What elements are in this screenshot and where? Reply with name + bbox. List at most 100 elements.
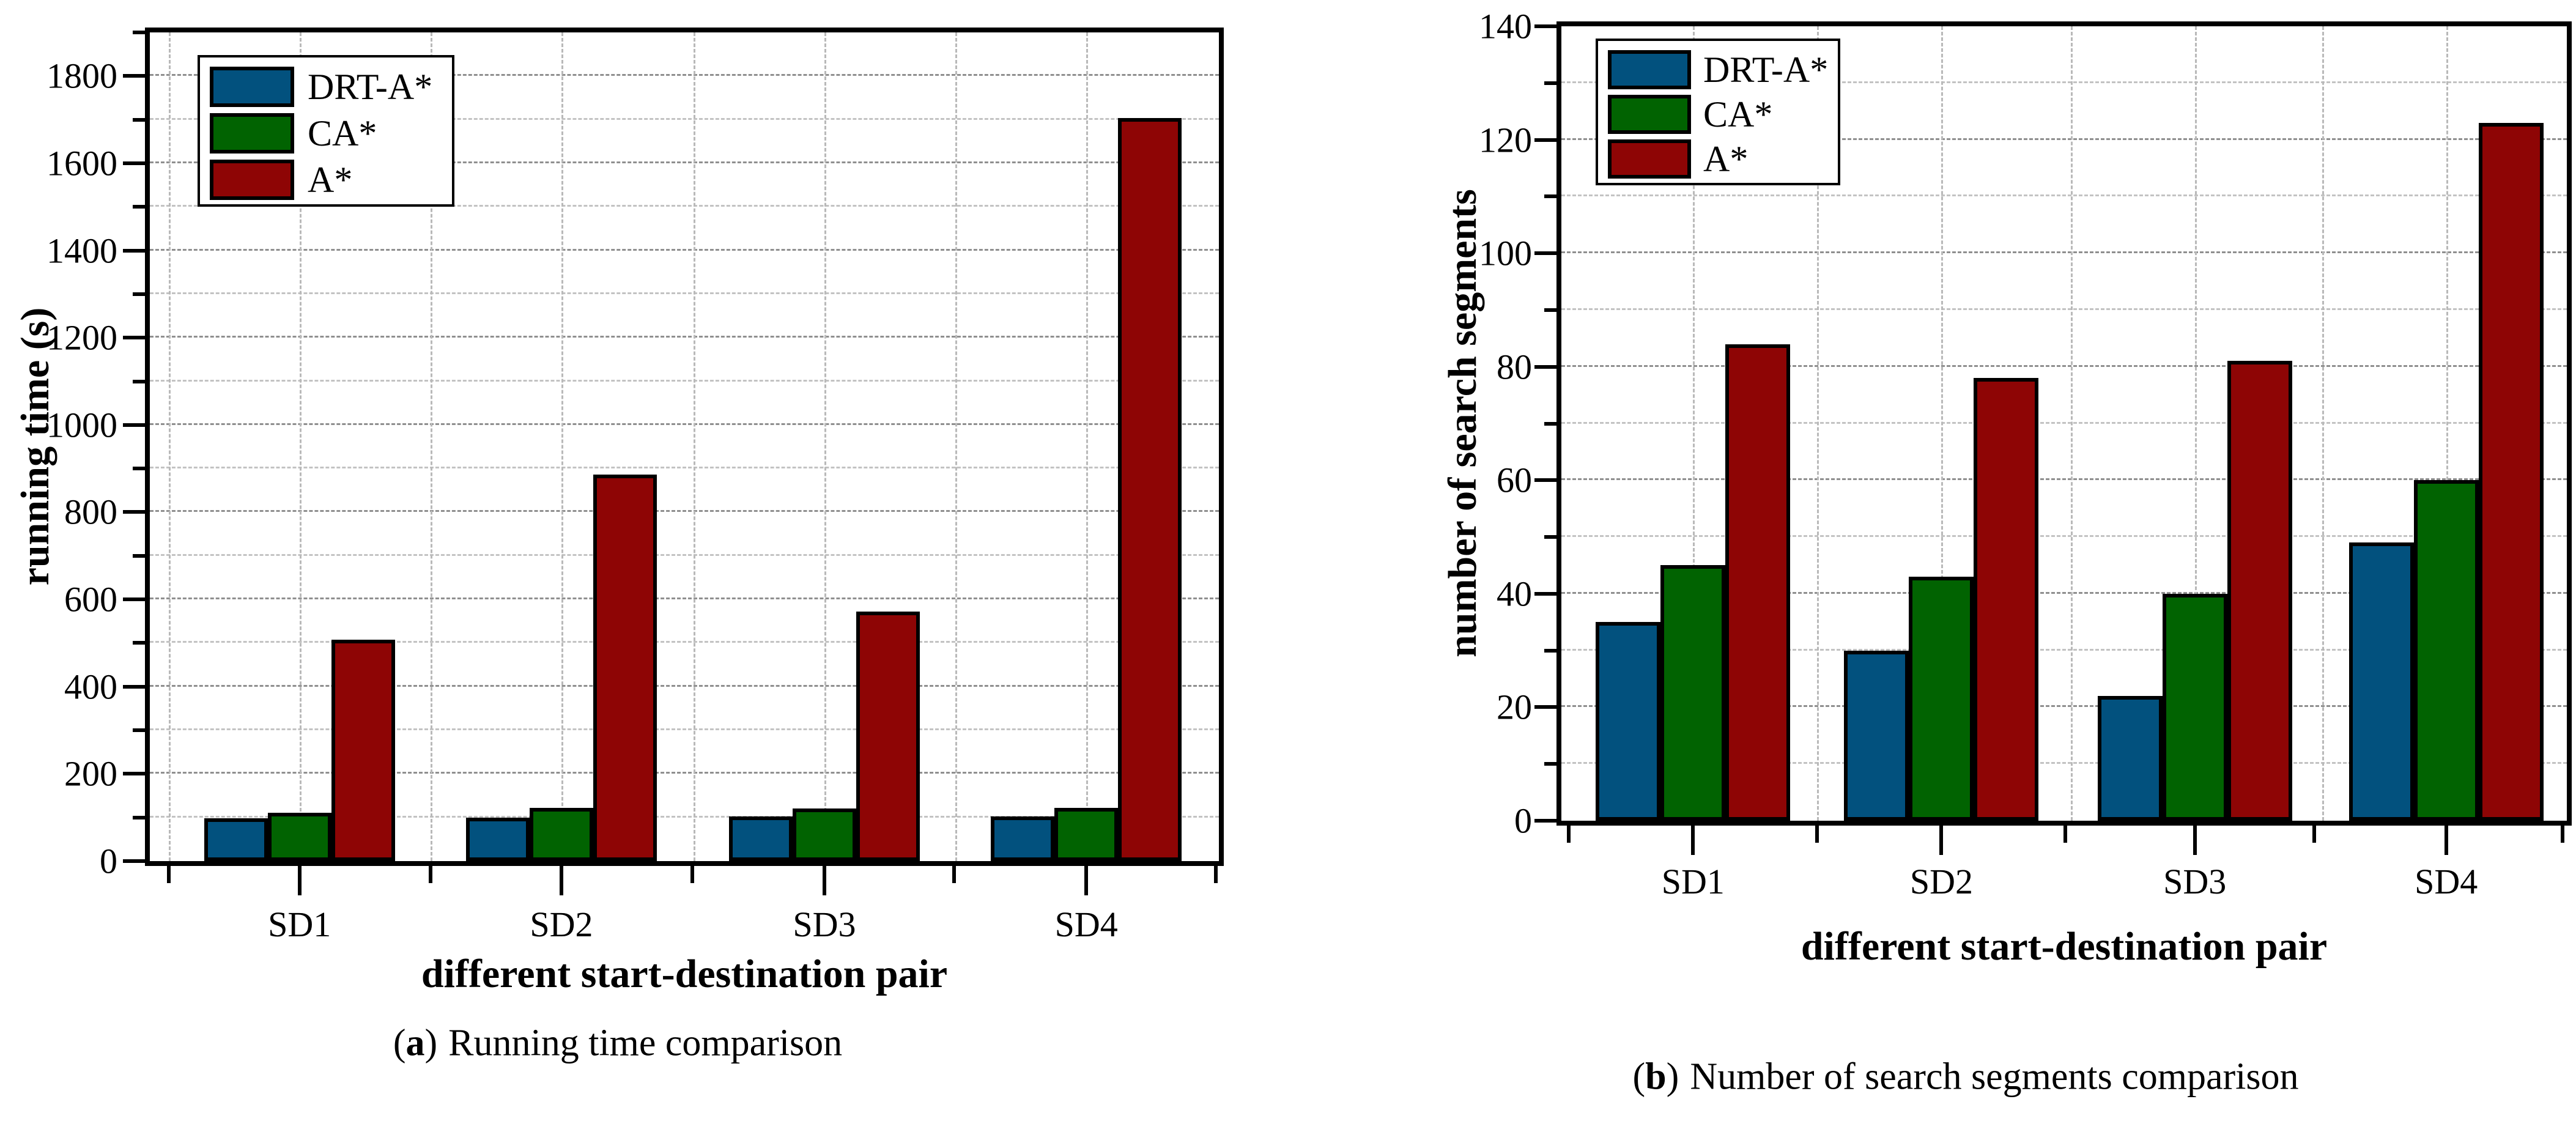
y-tick [133, 205, 145, 209]
gridline-v [299, 32, 302, 861]
y-tick [123, 772, 145, 776]
x-category-label-sd4: SD4 [1054, 905, 1118, 944]
x-category-label-sd3: SD3 [793, 905, 856, 944]
gridline-v [824, 32, 826, 861]
caption-b-open: ( [1632, 1056, 1646, 1098]
y-tick-label: 60 [1497, 460, 1532, 500]
x-major-tick [2193, 826, 2197, 855]
x-minor-tick [2063, 826, 2068, 843]
legend-swatch-drt-astar [210, 67, 294, 107]
bar-astar-sd1 [1725, 344, 1791, 821]
y-tick [123, 510, 145, 514]
gridline-h [1561, 194, 2567, 197]
gridline-v [1693, 26, 1695, 821]
bar-castar-sd3 [792, 808, 856, 861]
bar-castar-sd4 [1054, 808, 1119, 861]
x-major-tick [2444, 826, 2448, 855]
x-category-label-sd2: SD2 [530, 905, 593, 944]
y-tick-label: 600 [64, 579, 117, 620]
gridline-v [561, 32, 563, 861]
gridline-h [150, 161, 1219, 163]
bar-drt-astar-sd2 [465, 817, 530, 861]
x-major-tick [297, 866, 302, 895]
gridline-h [150, 684, 1219, 687]
x-major-tick [1691, 826, 1695, 855]
y-tick-label: 80 [1497, 347, 1532, 387]
x-major-tick [559, 866, 563, 895]
y-tick [133, 379, 145, 383]
gridline-v [168, 32, 171, 861]
gridline-v [1086, 32, 1089, 861]
y-tick [133, 117, 145, 122]
gridline-v [955, 32, 958, 861]
y-tick [123, 859, 145, 863]
y-tick-label: 0 [1514, 801, 1532, 841]
gridline-h [150, 467, 1219, 469]
x-minor-tick [1567, 826, 1571, 843]
gridline-v [1817, 26, 1819, 821]
x-category-label-sd1: SD1 [268, 905, 331, 944]
y-tick-label: 400 [64, 667, 117, 707]
bar-castar-sd2 [529, 808, 593, 861]
caption-a-letter: a [405, 1022, 425, 1064]
legend-label-astar: A* [1703, 139, 1749, 180]
gridline-v [2322, 26, 2324, 821]
gridline-h [150, 641, 1219, 643]
bar-drt-astar-sd1 [204, 818, 268, 861]
y-tick [133, 728, 145, 733]
gridline-h [150, 423, 1219, 425]
y-tick [123, 336, 145, 340]
x-minor-tick [690, 866, 695, 883]
x-major-tick [1084, 866, 1089, 895]
y-tick-label: 40 [1497, 574, 1532, 614]
x-category-label-sd3: SD3 [2163, 862, 2227, 901]
gridline-h [1561, 138, 2567, 140]
caption-a-text: Running time comparison [448, 1022, 843, 1064]
gridline-h [150, 74, 1219, 76]
gridline-h [150, 597, 1219, 600]
y-tick [1534, 819, 1556, 823]
gridline-h [1561, 705, 2567, 708]
y-tick [1534, 138, 1556, 142]
bar-drt-astar-sd4 [2348, 542, 2414, 821]
gridline-h [1561, 762, 2567, 764]
gridline-h [1561, 81, 2567, 83]
caption-a: (a) Running time comparison [393, 1022, 842, 1065]
caption-b-close: ) [1666, 1056, 1679, 1098]
y-tick [133, 467, 145, 471]
y-tick-label: 140 [1479, 6, 1532, 46]
bar-drt-astar-sd3 [2097, 695, 2163, 821]
legend-swatch-castar [1608, 95, 1691, 134]
y-tick [133, 815, 145, 819]
gridline-h [1561, 648, 2567, 651]
bar-astar-sd1 [331, 639, 395, 861]
y-tick-label: 1600 [46, 143, 117, 183]
bar-astar-sd2 [1974, 378, 2039, 821]
gridline-h [150, 292, 1219, 294]
y-tick [123, 248, 145, 253]
y-tick [123, 74, 145, 78]
gridline-h [1561, 535, 2567, 538]
gridline-h [150, 728, 1219, 731]
y-tick [1544, 308, 1556, 312]
y-tick-label: 1400 [46, 231, 117, 271]
gridline-h [150, 379, 1219, 382]
x-minor-tick [166, 866, 171, 883]
legend-swatch-astar [1608, 139, 1691, 179]
y-tick [1534, 591, 1556, 596]
gridline-h [150, 772, 1219, 774]
gridline-h [1561, 591, 2567, 594]
y-tick [123, 684, 145, 689]
x-major-tick [822, 866, 826, 895]
y-tick-label: 120 [1479, 120, 1532, 160]
caption-b-letter: b [1645, 1056, 1667, 1098]
y-tick [1534, 705, 1556, 709]
y-tick-label: 1000 [46, 405, 117, 445]
gridline-v [2194, 26, 2197, 821]
y-tick [1544, 421, 1556, 426]
x-minor-tick [1815, 826, 1819, 843]
gridline-v [1941, 26, 1944, 821]
legend: DRT-A* CA* A* [198, 55, 454, 207]
gridline-v [2446, 26, 2448, 821]
y-tick [123, 597, 145, 602]
